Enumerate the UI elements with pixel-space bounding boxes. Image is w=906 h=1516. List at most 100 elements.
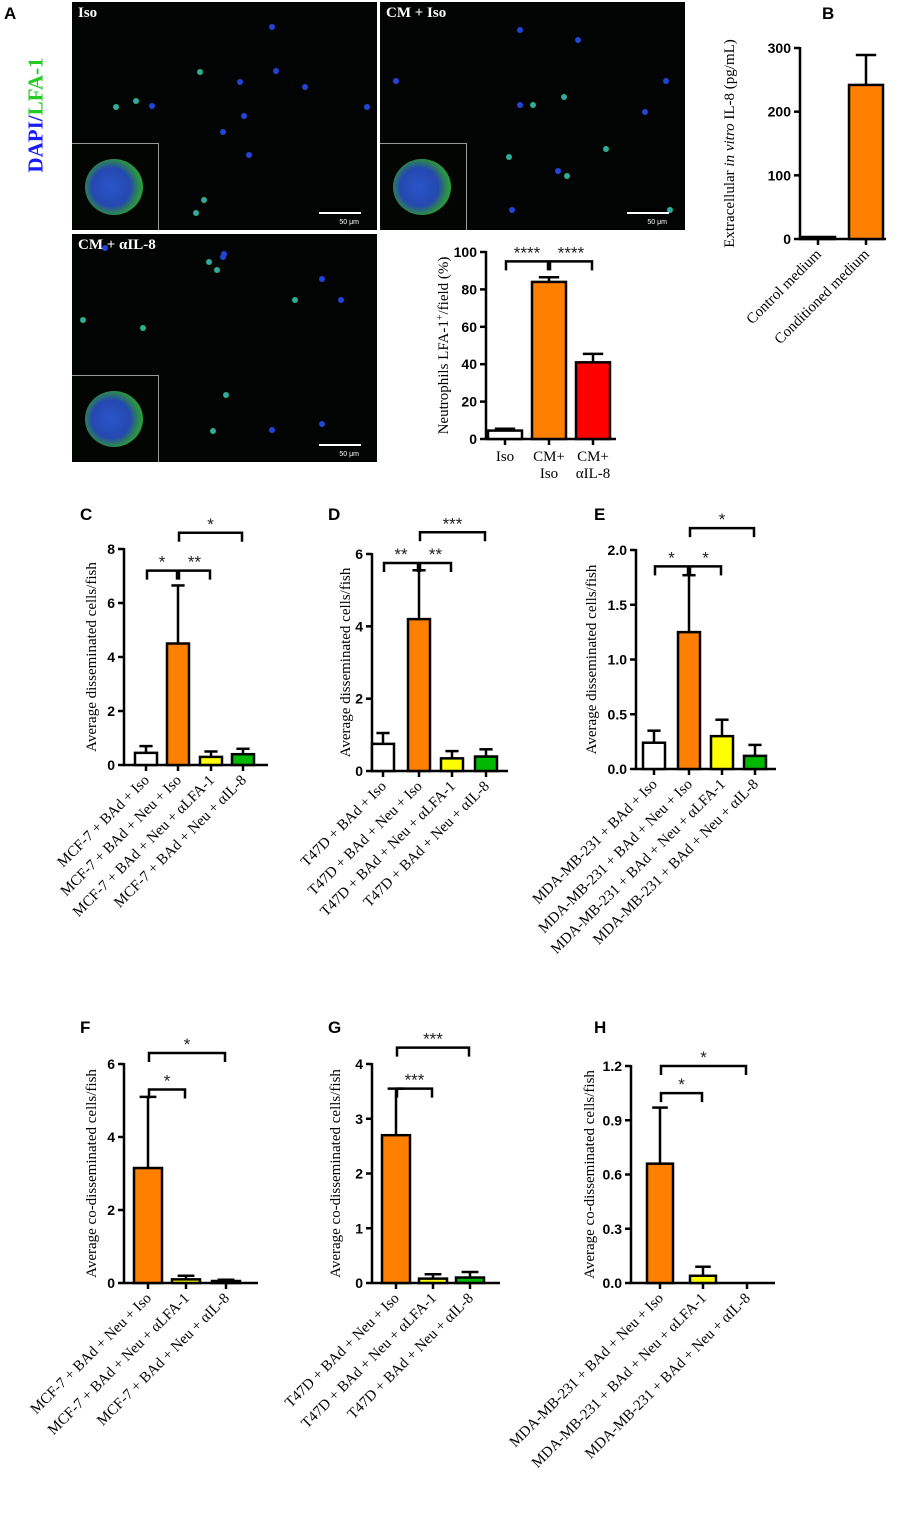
y-axis-label-part: Average co-disseminated cells/fish xyxy=(582,1070,598,1279)
bar xyxy=(473,755,499,773)
y-axis-label-part: in vitro xyxy=(722,123,738,167)
cell-dot xyxy=(205,259,212,266)
cell-dot xyxy=(214,266,221,273)
cell-dot xyxy=(132,98,139,105)
y-tick-label: 0 xyxy=(355,1275,363,1291)
y-axis-label: Average co-disseminated cells/fish xyxy=(582,1070,598,1279)
cell-dot xyxy=(221,251,228,258)
y-axis-label-part: /field (%) xyxy=(436,257,452,315)
y-tick-label: 2 xyxy=(355,691,363,707)
y-tick-label: 2 xyxy=(355,1166,363,1182)
cell-dot xyxy=(318,276,325,283)
cell-dot xyxy=(200,196,207,203)
significance-bracket xyxy=(659,1091,704,1103)
y-tick-label: 4 xyxy=(107,649,115,665)
y-tick-label: 60 xyxy=(461,319,477,335)
y-axis-label: Extracellular in vitro IL-8 (pg/mL) xyxy=(722,39,738,248)
significance-bracket xyxy=(659,1064,748,1075)
micrograph-inset xyxy=(72,143,159,230)
cell-dot xyxy=(560,94,567,101)
significance-bracket xyxy=(382,561,420,573)
significance-label: **** xyxy=(514,243,541,262)
y-tick-label: 3 xyxy=(355,1111,363,1127)
significance-label: ** xyxy=(429,545,443,564)
y-tick-label: 0 xyxy=(469,431,477,447)
micrograph-cm-ail8: CM + αIL-8 50 μm xyxy=(72,234,377,462)
chart-h: 0.0 0.3 0.6 0.9 1.2 Average co-disseminated c… xyxy=(507,1048,775,1471)
significance-label: * xyxy=(678,1075,685,1094)
bar xyxy=(847,83,885,241)
significance-bracket xyxy=(395,1087,434,1098)
y-axis-label-part: Average co-disseminated cells/fish xyxy=(84,1069,100,1278)
bar xyxy=(799,235,837,241)
cell-dot xyxy=(392,77,399,84)
bar xyxy=(688,1274,718,1285)
y-axis-label: Average disseminated cells/fish xyxy=(84,562,100,752)
x-tick-label: MDA-MB-231 + BAd + Neu + αLFA-1 xyxy=(529,1291,710,1472)
cell-dot xyxy=(210,427,217,434)
x-tick-label: Iso xyxy=(540,466,558,482)
panel-letter-d: D xyxy=(328,505,341,524)
y-tick-label: 0 xyxy=(355,763,363,779)
x-tick-label: MDA-MB-231 + BAd + Neu + Iso xyxy=(507,1291,667,1451)
significance-bracket xyxy=(177,569,212,580)
significance-bracket xyxy=(418,531,487,542)
significance-label: * xyxy=(668,548,675,567)
micrograph-iso: Iso 50 μm xyxy=(72,2,377,230)
cell-dot xyxy=(663,77,669,84)
y-tick-label: 0.6 xyxy=(603,1167,623,1183)
y-tick-label: 6 xyxy=(107,1056,115,1072)
x-tick-label: αIL-8 xyxy=(576,466,611,482)
bar xyxy=(210,1279,242,1285)
bar xyxy=(132,1166,164,1285)
cell-dot xyxy=(516,27,523,34)
panel-letter-c: C xyxy=(80,505,93,524)
micrograph-inset xyxy=(380,143,467,230)
y-tick-label: 2 xyxy=(107,1202,115,1218)
bar xyxy=(370,742,396,773)
micrograph-label: CM + Iso xyxy=(386,5,447,21)
significance-label: * xyxy=(700,1048,707,1067)
y-axis-label-part: Average co-disseminated cells/fish xyxy=(328,1069,344,1278)
y-tick-label: 200 xyxy=(768,104,792,120)
significance-label: *** xyxy=(443,514,463,533)
y-tick-label: 2 xyxy=(107,703,115,719)
chart-c: 0 2 4 6 8 Average disseminated cells/fish MCF-… xyxy=(55,515,268,920)
significance-bracket xyxy=(504,260,550,271)
x-tick-label: CM+ xyxy=(577,449,609,465)
cell-dot xyxy=(302,83,309,90)
bar xyxy=(198,755,224,767)
bar xyxy=(133,751,159,767)
y-axis-label-part: IL-8 (pg/mL) xyxy=(722,39,738,123)
significance-label: ** xyxy=(394,545,408,564)
panel-letter-a: A xyxy=(4,4,17,23)
bar xyxy=(454,1276,486,1285)
scale-bar-label: 50 μm xyxy=(647,219,667,226)
y-tick-label: 6 xyxy=(107,595,115,611)
y-axis-label: Average disseminated cells/fish xyxy=(338,567,354,757)
significance-label: ** xyxy=(188,553,202,572)
chart-b: 0 100 200 300 Extracellular in vitro IL-8 (p… xyxy=(722,39,886,348)
bar xyxy=(406,617,432,773)
y-tick-label: 1.0 xyxy=(608,652,628,668)
panel-letter-b: B xyxy=(822,4,835,23)
micrograph-label: CM + αIL-8 xyxy=(78,237,156,253)
significance-bracket xyxy=(688,565,723,576)
cell-dot xyxy=(666,207,673,214)
bar xyxy=(742,754,768,771)
chart-e: 0.0 0.5 1.0 1.5 2.0 Average disseminated cell… xyxy=(530,510,776,957)
scale-bar xyxy=(319,444,361,446)
significance-bracket xyxy=(147,1051,227,1063)
cell-dot xyxy=(564,172,571,179)
scale-bar xyxy=(319,212,361,214)
cell-dot xyxy=(642,109,649,116)
cell-dot xyxy=(220,128,227,135)
significance-label: * xyxy=(702,548,709,567)
cell-dot xyxy=(236,79,243,86)
cell-closeup xyxy=(393,159,451,215)
y-tick-label: 100 xyxy=(454,244,478,260)
y-tick-label: 1.2 xyxy=(603,1058,623,1074)
